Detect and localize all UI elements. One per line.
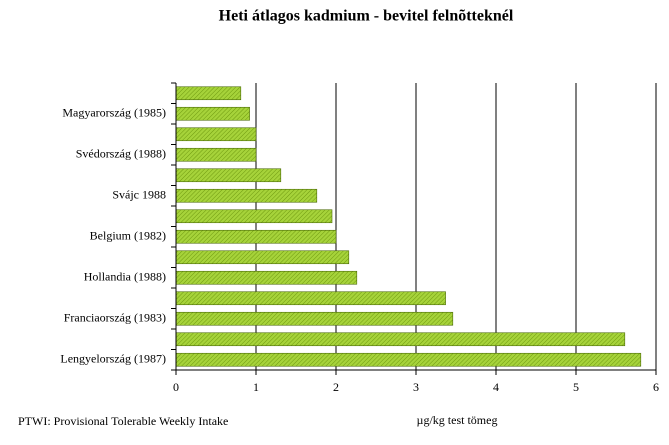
x-tick-label: 5 (573, 380, 579, 394)
y-tick-label: Lengyelország (1987) (60, 352, 166, 366)
x-tick-label: 0 (173, 380, 179, 394)
y-tick-label: Franciaország (1983) (64, 311, 166, 325)
bar (175, 352, 642, 367)
chart-title: Heti átlagos kadmium - bevitel felnõttek… (219, 8, 514, 25)
bar (175, 291, 446, 306)
footnote: PTWI: Provisional Tolerable Weekly Intak… (18, 414, 228, 428)
bar (175, 250, 350, 265)
y-tick-label: Hollandia (1988) (84, 270, 166, 284)
x-tick-label: 4 (493, 380, 499, 394)
bar (175, 168, 282, 183)
bar (175, 147, 257, 162)
bar (175, 311, 454, 326)
y-tick-label: Belgium (1982) (90, 229, 166, 243)
y-tick-label: Magyarország (1985) (62, 106, 166, 120)
bar (175, 127, 257, 142)
bar (175, 229, 337, 244)
x-tick-label: 2 (333, 380, 339, 394)
bar (175, 332, 626, 347)
x-axis-label: µg/kg test tömeg (417, 413, 498, 427)
bar (175, 209, 333, 224)
y-tick-label: Svédország (1988) (76, 147, 166, 161)
x-tick-label: 3 (413, 380, 419, 394)
bar (175, 106, 250, 121)
x-tick-label: 1 (253, 380, 259, 394)
y-tick-label: Svájc 1988 (112, 188, 166, 202)
bar (175, 188, 318, 203)
x-tick-label: 6 (653, 380, 659, 394)
bar (175, 270, 358, 285)
bar (175, 86, 242, 101)
